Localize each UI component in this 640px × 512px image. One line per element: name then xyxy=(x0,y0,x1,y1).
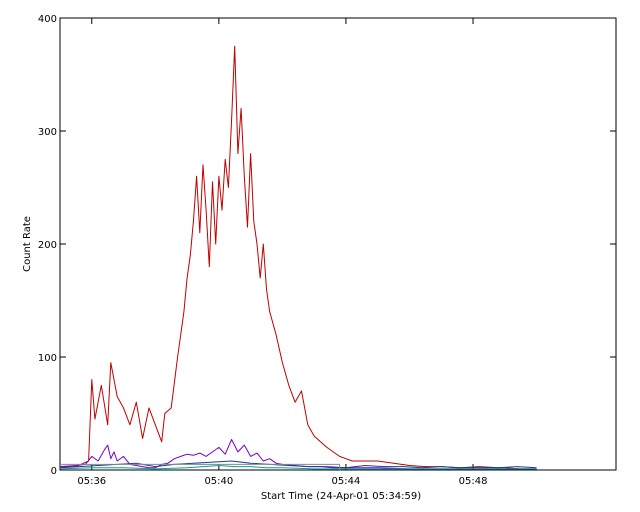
series-line-3 xyxy=(59,465,537,470)
x-axis-title: Start Time (24-Apr-01 05:34:59) xyxy=(261,491,421,502)
x-tick-label: 05:48 xyxy=(459,476,488,487)
series-line-4 xyxy=(60,463,341,470)
y-ticks: 0 100 200 300 400 xyxy=(38,14,616,477)
series-line-1 xyxy=(59,439,537,470)
y-tick-label: 0 xyxy=(51,466,57,477)
x-ticks: 05:36 05:40 05:44 05:48 xyxy=(77,18,487,487)
x-tick-label: 05:40 xyxy=(204,476,233,487)
plot-frame xyxy=(59,17,617,471)
series-group xyxy=(59,45,537,470)
y-axis-title: Count Rate xyxy=(22,216,33,272)
series-line-2 xyxy=(59,460,537,469)
y-tick-label: 100 xyxy=(38,353,57,364)
series-line-0 xyxy=(60,45,537,470)
y-tick-label: 300 xyxy=(38,127,57,138)
x-tick-label: 05:36 xyxy=(77,476,106,487)
y-tick-label: 200 xyxy=(38,240,57,251)
x-tick-label: 05:44 xyxy=(332,476,361,487)
y-tick-label: 400 xyxy=(38,14,57,25)
